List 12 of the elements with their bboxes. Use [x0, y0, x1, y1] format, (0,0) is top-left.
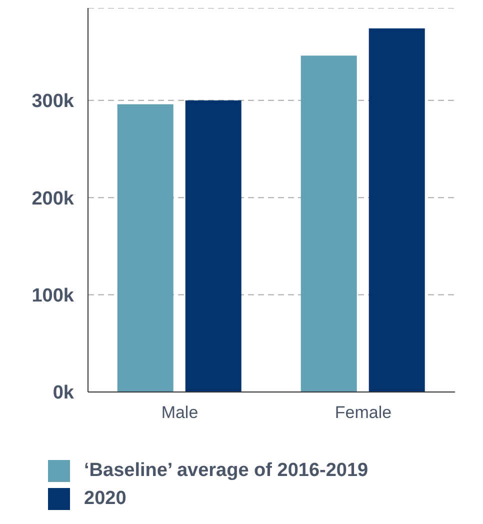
legend-label: 2020 [84, 488, 126, 510]
y-tick-label: 100k [32, 286, 74, 307]
legend-label: ‘Baseline’ average of 2016-2019 [84, 460, 368, 482]
y-tick-label: 200k [32, 188, 74, 210]
bar [185, 100, 242, 392]
bar [368, 28, 425, 392]
bar [117, 104, 174, 392]
y-tick-label: 300k [32, 91, 74, 112]
x-tick-label: Male [161, 403, 198, 422]
x-tick-label: Female [334, 403, 392, 422]
bar [300, 56, 357, 392]
y-tick-label: 0k [52, 382, 74, 404]
